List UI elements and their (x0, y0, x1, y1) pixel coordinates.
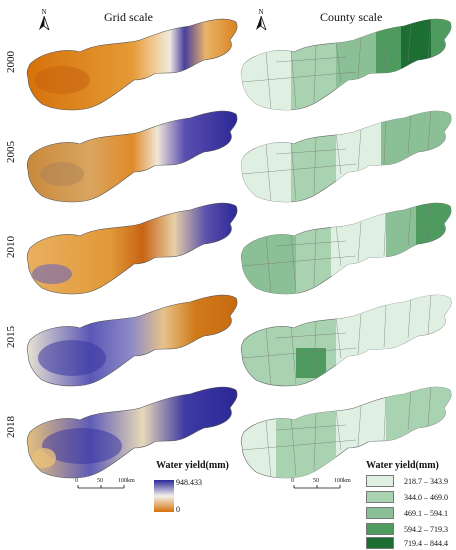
north-label: N (41, 8, 47, 16)
scale-tick-50: 50 (313, 478, 319, 484)
scale-bar-county (293, 485, 341, 489)
county-scale-title: County scale (320, 10, 383, 24)
county-legend-class: 594.2 – 719.3 (366, 522, 448, 536)
grid-map-2018 (26, 386, 238, 479)
county-map-2000 (240, 18, 452, 111)
legend-swatch (366, 537, 394, 549)
scale-bar-grid (77, 485, 125, 489)
scale-tick-0: 0 (75, 478, 78, 484)
grid-map-2015 (26, 294, 238, 387)
legend-swatch (366, 475, 394, 487)
grid-legend-max: 948.433 (176, 478, 202, 487)
scale-tick-100km: 100km (118, 478, 135, 484)
north-arrow-grid: N (38, 8, 50, 32)
scale-tick-100km: 100km (334, 478, 351, 484)
legend-swatch (366, 523, 394, 535)
county-legend-title: Water yield(mm) (366, 460, 439, 471)
north-arrow-county: N (255, 8, 267, 32)
north-arrow-icon (39, 15, 50, 32)
county-legend-class: 719.4 – 844.4 (366, 536, 448, 550)
scale-tick-0: 0 (291, 478, 294, 484)
grid-legend-min: 0 (176, 505, 180, 514)
north-label: N (258, 8, 264, 16)
grid-scale-title: Grid scale (104, 10, 153, 24)
county-legend-class: 218.7 – 343.9 (366, 474, 448, 488)
county-legend-class: 469.1 – 594.1 (366, 506, 448, 520)
legend-swatch (366, 491, 394, 503)
north-arrow-icon (256, 15, 267, 32)
legend-swatch (366, 507, 394, 519)
county-map-2015 (240, 294, 452, 387)
county-legend-class: 344.0 – 469.0 (366, 490, 448, 504)
legend-class-label: 469.1 – 594.1 (404, 508, 448, 518)
scale-tick-50: 50 (97, 478, 103, 484)
county-map-2005 (240, 110, 452, 203)
county-map-2010 (240, 202, 452, 295)
legend-class-label: 344.0 – 469.0 (404, 492, 448, 502)
grid-map-2010 (26, 202, 238, 295)
grid-map-2005 (26, 110, 238, 203)
legend-class-label: 594.2 – 719.3 (404, 524, 448, 534)
legend-class-label: 218.7 – 343.9 (404, 476, 448, 486)
grid-map-2000 (26, 18, 238, 111)
grid-legend-gradient (154, 480, 174, 512)
legend-class-label: 719.4 – 844.4 (404, 538, 448, 548)
grid-legend-title: Water yield(mm) (156, 460, 229, 471)
